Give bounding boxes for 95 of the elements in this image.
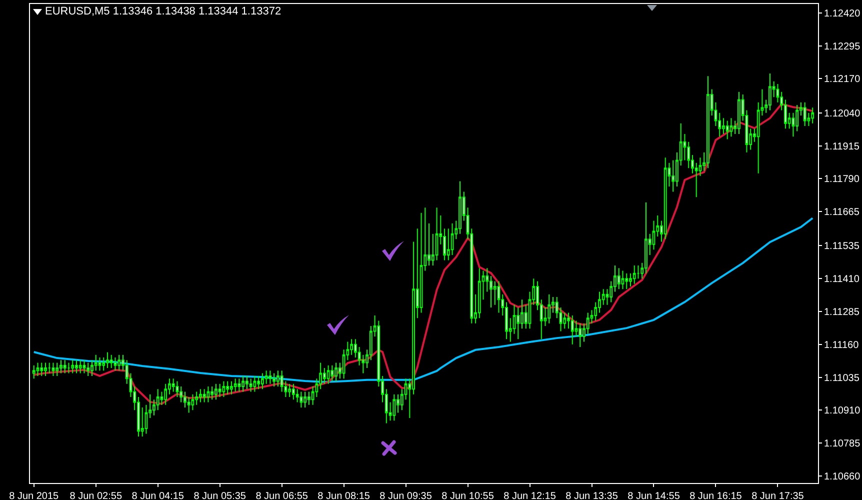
candlestick [625,272,628,290]
y-tick-label: 1.12295 [824,41,861,52]
candlestick [726,120,729,140]
candlestick [811,107,814,124]
y-tick-label: 1.10660 [824,471,861,482]
candlestick [326,364,330,384]
x-tick-label: 8 Jun 16:15 [690,491,742,500]
candlestick [268,370,272,384]
candlestick [75,360,78,374]
candlestick [272,372,276,387]
x-tick-label: 8 Jun 02:55 [70,491,122,500]
line-series [32,217,814,383]
candlestick [257,375,260,390]
candlestick [230,380,233,395]
candlestick [78,360,82,374]
candlestick [56,362,59,376]
y-tick-label: 1.11285 [824,307,860,318]
y-tick-label: 1.12170 [824,74,861,86]
y-tick-label: 1.11410 [824,274,860,286]
candlestick [334,362,338,382]
candlestick [249,378,252,392]
candlestick [292,383,295,400]
y-tick-label: 1.10910 [824,406,861,417]
candlestick [768,72,772,111]
candlestick [71,360,74,374]
candlestick [86,362,90,376]
x-tick-label: 8 Jun 08:15 [318,491,370,500]
candlestick [110,354,113,369]
candlestick [253,375,256,392]
candlestick [222,380,226,398]
x-tick-label: 8 Jun 09:35 [380,491,432,500]
candlestick [617,268,620,290]
candlestick [706,76,710,169]
x-tick-label: 8 Jun 04:15 [132,491,184,500]
candlestick [106,352,109,369]
candlestick [98,357,102,372]
x-tick-label: 8 Jun 13:35 [566,491,618,500]
y-tick-label: 1.11790 [824,174,860,186]
y-tick-label: 1.11665 [824,207,860,218]
candlestick [32,364,36,380]
candlestick [60,360,62,374]
candlestick [191,394,194,411]
y-tick-label: 1.11160 [824,340,860,351]
y-tick-label: 1.10785 [824,438,861,450]
x-tick-label: 8 Jun 17:35 [752,491,804,500]
candlestick [210,386,214,400]
candlestick [218,383,222,398]
candlestick [82,360,86,374]
candlestick [632,264,636,284]
candlestick [621,270,624,290]
candlestick [803,102,806,127]
y-tick-label: 1.11035 [824,372,860,384]
candlestick [288,383,292,398]
x-tick-label: 8 Jun 2015 [9,491,60,500]
candlestick [570,314,574,345]
candlestick [300,391,303,408]
y-tick-label: 1.11535 [824,241,860,252]
candlestick [52,362,55,376]
candlestick [67,362,70,374]
candlestick [199,388,202,403]
candlestick [234,378,237,392]
candlestick [202,388,206,403]
candlestick [114,357,117,372]
candlestick [226,380,230,395]
x-tick-label: 8 Jun 06:55 [256,491,308,500]
candlestick [36,362,40,376]
candlestick [214,383,218,400]
candlestick [242,375,245,392]
candlestick [261,372,264,390]
candlestick [730,118,733,138]
line-series [32,102,814,405]
x-tick-label: 8 Jun 05:35 [194,491,246,500]
candlestick [44,362,47,376]
candlestick [330,364,334,382]
y-tick-label: 1.12420 [824,8,861,20]
candlestick [738,91,740,134]
candlestick [497,280,500,314]
candlestick [548,294,551,324]
chart-title: EURUSD,M5 1.13346 1.13438 1.13344 1.13372 [45,6,282,18]
candlestick [63,360,66,374]
candlestick [206,386,210,403]
candlestick [40,362,44,376]
candlestick [48,362,51,374]
x-tick-label: 8 Jun 14:55 [628,491,680,500]
candlestick [238,378,241,392]
candlestick [392,394,396,422]
candlestick [118,354,121,372]
candlestick [246,375,248,390]
x-tick-label: 8 Jun 10:55 [442,491,494,500]
x-tick-label: 8 Jun 12:15 [504,491,556,500]
y-tick-label: 1.11915 [824,141,860,152]
candlestick [304,391,307,408]
candlestick [578,322,582,348]
candlestick [664,157,667,240]
y-tick-label: 1.12040 [824,108,861,120]
